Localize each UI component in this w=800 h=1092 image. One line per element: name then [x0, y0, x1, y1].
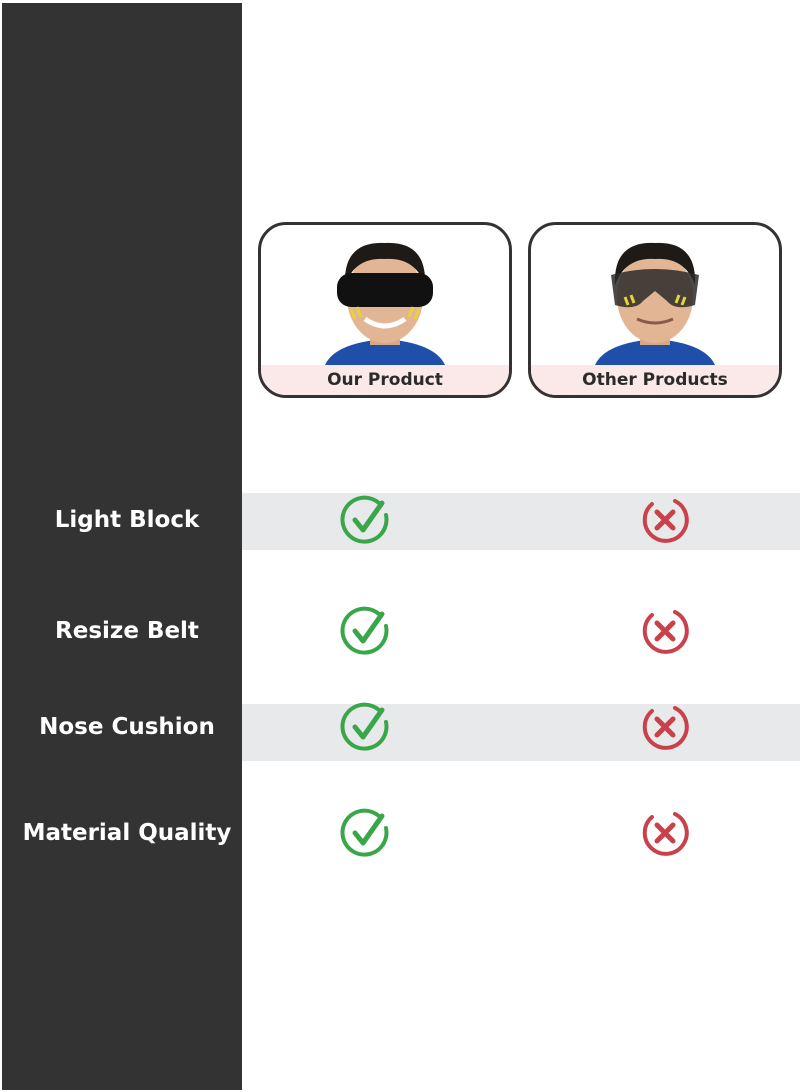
product-card-ours: Our Product [258, 222, 512, 398]
row-band [242, 493, 800, 550]
product-caption: Other Products [531, 365, 779, 395]
cross-icon [640, 702, 690, 752]
feature-label: Material Quality [22, 820, 232, 846]
feature-sidebar [2, 3, 242, 1090]
row-band [242, 704, 800, 761]
product-image-ours [325, 242, 445, 365]
feature-label: Nose Cushion [39, 714, 215, 740]
check-icon [340, 495, 390, 545]
product-card-others: Other Products [528, 222, 782, 398]
product-image-others [595, 242, 715, 365]
check-icon [340, 702, 390, 752]
product-caption: Our Product [261, 365, 509, 395]
feature-label: Resize Belt [55, 618, 199, 644]
cross-icon [640, 606, 690, 656]
feature-label: Light Block [54, 507, 200, 533]
check-icon [340, 808, 390, 858]
cross-icon [640, 808, 690, 858]
check-icon [340, 606, 390, 656]
cross-icon [640, 495, 690, 545]
